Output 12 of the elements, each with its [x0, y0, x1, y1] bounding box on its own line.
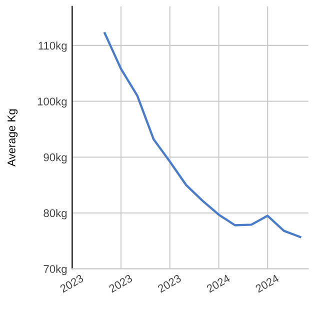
line-series — [104, 32, 302, 238]
y-tick-label: 110kg — [38, 41, 67, 52]
x-tick-label: 2023 — [157, 274, 182, 293]
x-tick-label: 2024 — [206, 274, 231, 293]
x-tick-label: 2024 — [254, 274, 280, 293]
y-tick-label: 70kg — [44, 264, 67, 276]
x-tick-label: 2023 — [60, 274, 84, 293]
x-tick-label: 2023 — [108, 274, 133, 293]
y-tick-label: 90kg — [44, 153, 67, 164]
y-axis-title: Average Kg — [8, 109, 18, 167]
y-tick-label: 80kg — [44, 208, 67, 220]
y-tick-label: 100kg — [38, 97, 67, 108]
